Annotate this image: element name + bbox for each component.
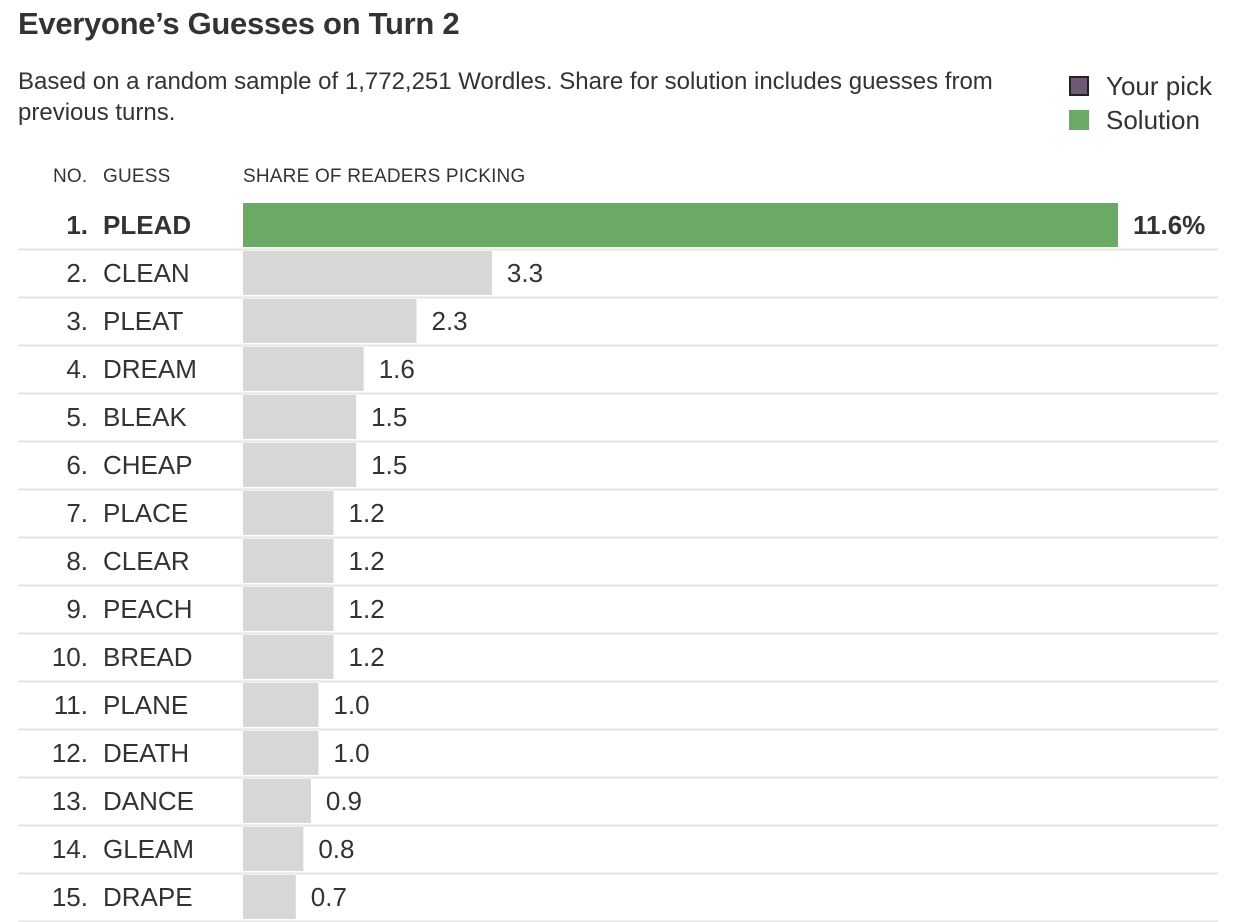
bar	[243, 539, 334, 583]
chart-row: 13. DANCE 0.9	[18, 779, 1218, 827]
row-guess: BLEAK	[103, 402, 187, 432]
row-rank: 15.	[52, 882, 88, 912]
data-label: 1.5	[371, 402, 407, 432]
bar	[243, 395, 357, 439]
row-guess: DANCE	[103, 786, 194, 816]
data-label: 1.6	[379, 354, 415, 384]
chart-row: 9. PEACH 1.2	[18, 587, 1218, 635]
data-label: 1.0	[333, 690, 369, 720]
bar	[243, 347, 364, 391]
bar	[243, 299, 417, 343]
row-rank: 8.	[66, 546, 88, 576]
chart-row: 10. BREAD 1.2	[18, 635, 1218, 683]
row-rank: 12.	[52, 738, 88, 768]
chart-row: 7. PLACE 1.2	[18, 491, 1218, 539]
bar	[243, 827, 304, 871]
data-label: 1.0	[333, 738, 369, 768]
chart-row: 3. PLEAT 2.3	[18, 299, 1218, 347]
bar	[243, 731, 319, 775]
data-label: 1.2	[349, 594, 385, 624]
row-guess: CLEAR	[103, 546, 190, 576]
data-label: 0.7	[311, 882, 347, 912]
bar	[243, 251, 492, 295]
row-guess: PLEAT	[103, 306, 184, 336]
row-guess: CLEAN	[103, 258, 190, 288]
column-header-no: NO.	[53, 166, 88, 187]
row-rank: 1.	[66, 210, 88, 240]
row-rank: 9.	[66, 594, 88, 624]
row-rank: 5.	[66, 402, 88, 432]
row-guess: BREAD	[103, 642, 193, 672]
bar	[243, 779, 311, 823]
chart-row: 4. DREAM 1.6	[18, 347, 1218, 395]
data-label: 1.2	[349, 498, 385, 528]
chart-row: 11. PLANE 1.0	[18, 683, 1218, 731]
column-header-guess: GUESS	[103, 166, 171, 187]
row-guess: CHEAP	[103, 450, 193, 480]
data-label: 0.9	[326, 786, 362, 816]
bar	[243, 635, 334, 679]
legend-label-your-pick: Your pick	[1106, 70, 1212, 101]
bar	[243, 875, 296, 919]
row-guess: DREAM	[103, 354, 197, 384]
legend-item-your-pick: Your pick	[1069, 69, 1212, 103]
data-label: 1.2	[349, 642, 385, 672]
legend-item-solution: Solution	[1069, 103, 1212, 137]
chart-subtitle: Based on a random sample of 1,772,251 Wo…	[18, 68, 993, 126]
data-label: 11.6%	[1133, 210, 1205, 240]
row-guess: DRAPE	[103, 882, 193, 912]
column-header-share: SHARE OF READERS PICKING	[243, 166, 526, 187]
row-guess: PEACH	[103, 594, 193, 624]
legend: Your pick Solution	[1069, 69, 1212, 137]
data-label: 2.3	[431, 306, 467, 336]
bar	[243, 587, 334, 631]
bar	[243, 203, 1118, 247]
chart-row: 5. BLEAK 1.5	[18, 395, 1218, 443]
data-label: 1.2	[349, 546, 385, 576]
data-label: 0.8	[318, 834, 354, 864]
chart-row: 6. CHEAP 1.5	[18, 443, 1218, 491]
bar	[243, 443, 357, 487]
row-rank: 14.	[52, 834, 88, 864]
row-guess: GLEAM	[103, 834, 194, 864]
chart-row: 8. CLEAR 1.2	[18, 539, 1218, 587]
row-guess: PLANE	[103, 690, 188, 720]
chart-row: 14. GLEAM 0.8	[18, 827, 1218, 875]
data-label: 3.3	[507, 258, 543, 288]
chart-row: 12. DEATH 1.0	[18, 731, 1218, 779]
chart-row: 2. CLEAN 3.3	[18, 251, 1218, 299]
legend-swatch-solution	[1069, 110, 1089, 130]
row-rank: 6.	[66, 450, 88, 480]
row-rank: 13.	[52, 786, 88, 816]
row-rank: 7.	[66, 498, 88, 528]
data-label: 1.5	[371, 450, 407, 480]
bar	[243, 491, 334, 535]
row-rank: 11.	[54, 690, 88, 720]
row-rank: 2.	[66, 258, 88, 288]
row-rank: 10.	[52, 642, 88, 672]
legend-swatch-your-pick	[1069, 76, 1089, 96]
row-rank: 4.	[66, 354, 88, 384]
row-guess: PLACE	[103, 498, 188, 528]
chart-row: 1. PLEAD 11.6%	[18, 203, 1218, 251]
legend-label-solution: Solution	[1106, 104, 1200, 135]
chart-row: 15. DRAPE 0.7	[18, 875, 1218, 922]
bar	[243, 683, 319, 727]
row-rank: 3.	[66, 306, 88, 336]
row-guess: DEATH	[103, 738, 189, 768]
chart-title: Everyone’s Guesses on Turn 2	[18, 6, 460, 41]
row-guess: PLEAD	[103, 210, 191, 240]
